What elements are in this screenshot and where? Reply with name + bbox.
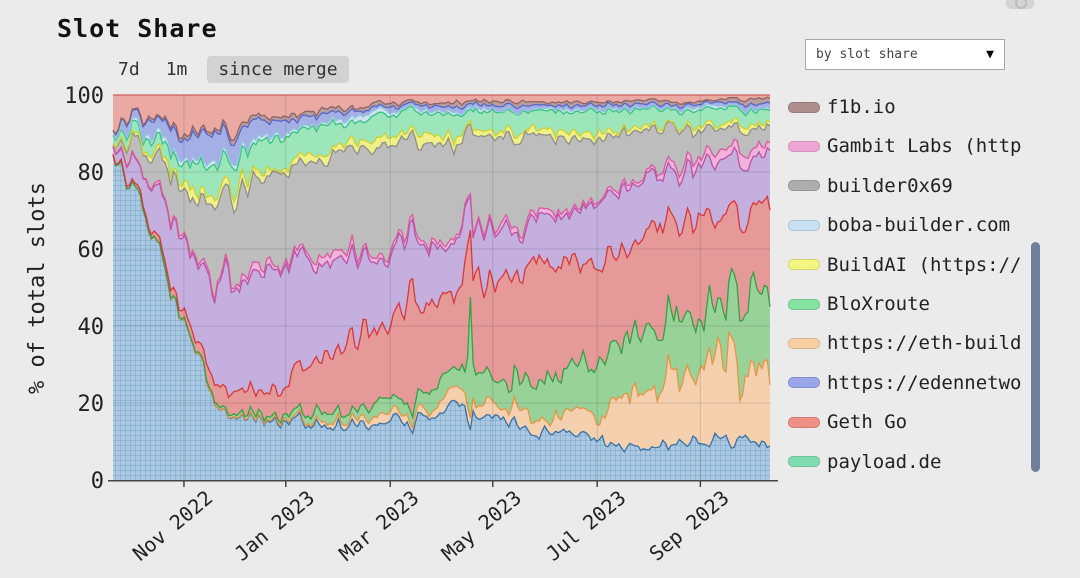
area-outline [112,100,771,147]
legend-swatch-icon [788,456,820,468]
x-tick-label: Sep 2023 [644,485,733,565]
legend-item[interactable]: f1b.io [788,94,896,120]
legend-item-label: boba-builder.com [827,214,1011,237]
legend-item[interactable]: BloXroute [788,291,930,317]
area-12 [113,95,770,141]
legend-swatch-icon [788,259,820,271]
area-outline [112,104,771,173]
camera-lens-icon [1015,0,1027,9]
legend-swatch-icon [788,101,820,113]
legend-item-label: f1b.io [827,96,896,118]
area-outline [112,145,771,304]
range-tabs: 7d 1m since merge [112,56,349,83]
legend-swatch-icon [788,416,820,428]
area-4 [113,147,770,398]
y-tick-label: 20 [78,392,105,417]
legend-swatch-icon [788,377,820,389]
area-7 [113,118,770,214]
y-tick-label: 0 [91,469,104,494]
y-axis-title: % of total slots [25,182,50,394]
page-title: Slot Share [57,14,218,43]
legend-swatch-icon [788,219,820,231]
legend-item[interactable]: https://eth-build [788,330,1021,356]
x-tick-label: Jul 2023 [541,485,630,565]
sort-dropdown[interactable]: by slot share ▼ [805,39,1005,70]
legend-item-label: Geth Go [827,411,908,434]
area-outline [112,138,771,300]
area-5 [113,139,770,304]
legend-scrollbar[interactable] [1031,242,1040,472]
camera-icon[interactable] [1006,0,1034,9]
legend-item-label: BloXroute [827,293,930,315]
area-0 [113,154,770,480]
legend-item[interactable]: Geth Go [788,409,907,435]
area-outline [112,154,771,425]
area-outline [112,96,771,141]
x-tick-label: Nov 2022 [128,485,217,565]
area-outline [112,102,771,169]
area-outline [112,117,771,204]
legend-item-label: https://eth-build [827,332,1022,355]
legend-item-label: https://edennetwo [827,371,1022,394]
legend-swatch-icon [788,180,820,192]
legend-item[interactable]: BuildAI (https:// [788,252,1021,278]
legend-swatch-icon [788,298,820,310]
range-tab-since-merge[interactable]: since merge [207,56,349,83]
legend-swatch-icon [788,337,820,349]
y-tick-label: 40 [78,315,105,340]
legend-swatch-icon [788,140,820,152]
legend-item-label: BuildAI (https:// [827,253,1022,276]
legend-item[interactable]: builder0x69 [788,173,953,199]
area-outline [112,154,771,430]
legend-item[interactable]: https://edennetwo [788,370,1021,396]
legend-item[interactable]: Gambit Labs (http [788,133,1021,159]
area-outline [112,154,771,399]
y-tick-label: 100 [64,84,104,109]
legend-item-label: payload.de [827,450,942,473]
y-tick-label: 80 [78,161,105,186]
legend-item[interactable]: payload.de [788,449,941,475]
x-tick-label: Jan 2023 [230,485,319,565]
area-1 [113,154,770,452]
chart-legend: f1b.io Gambit Labs (http builder0x69 boba-b… [788,0,1030,578]
legend-item[interactable]: boba-builder.com [788,212,1010,238]
x-tick-label: May 2023 [437,485,526,565]
chevron-down-icon: ▼ [986,47,994,62]
area-outline [112,120,771,215]
area-10 [113,100,770,167]
area-3 [113,154,770,423]
area-8 [113,105,770,202]
range-tab-7d[interactable]: 7d [118,59,140,80]
sort-dropdown-value: by slot share [816,47,918,62]
x-tick-label: Mar 2023 [334,485,423,565]
y-tick-label: 60 [78,238,105,263]
range-tab-1m[interactable]: 1m [165,59,188,80]
legend-item-label: Gambit Labs (http [827,135,1022,158]
area-6 [113,121,770,300]
legend-item-label: builder0x69 [827,174,953,197]
